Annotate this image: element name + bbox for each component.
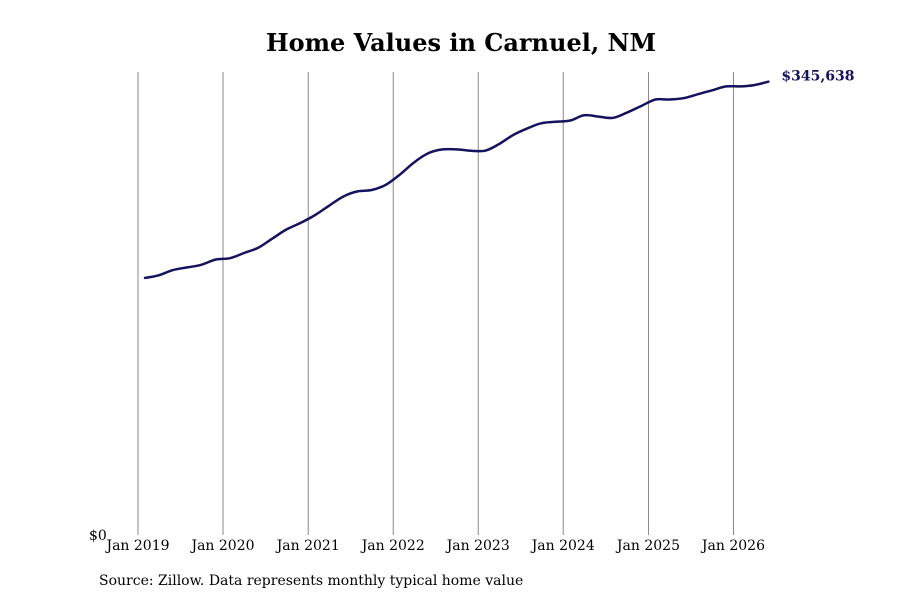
x-tick-label: Jan 2024	[530, 538, 595, 554]
gridlines	[137, 72, 734, 535]
x-tick-label: Jan 2020	[189, 538, 254, 554]
x-tick-label: Jan 2021	[275, 538, 340, 554]
x-tick-label: Jan 2022	[360, 538, 425, 554]
series-layer	[143, 80, 770, 280]
end-value-label: $345,638	[781, 69, 854, 85]
axis-tick-labels: Jan 2019 Jan 2020 Jan 2021 Jan 2022 Jan 2023…	[89, 528, 765, 554]
data-labels: $345,638	[781, 69, 854, 85]
x-tick-label: Jan 2019	[104, 538, 169, 554]
x-tick-label: Jan 2026	[700, 538, 765, 554]
x-tick-label: Jan 2023	[445, 538, 510, 554]
source-note: Source: Zillow. Data represents monthly …	[99, 573, 524, 589]
chart-title: Home Values in Carnuel, NM	[265, 28, 657, 57]
x-tick-label: Jan 2025	[615, 538, 680, 554]
y-tick-label: $0	[89, 528, 107, 544]
series-line-0	[143, 80, 770, 280]
